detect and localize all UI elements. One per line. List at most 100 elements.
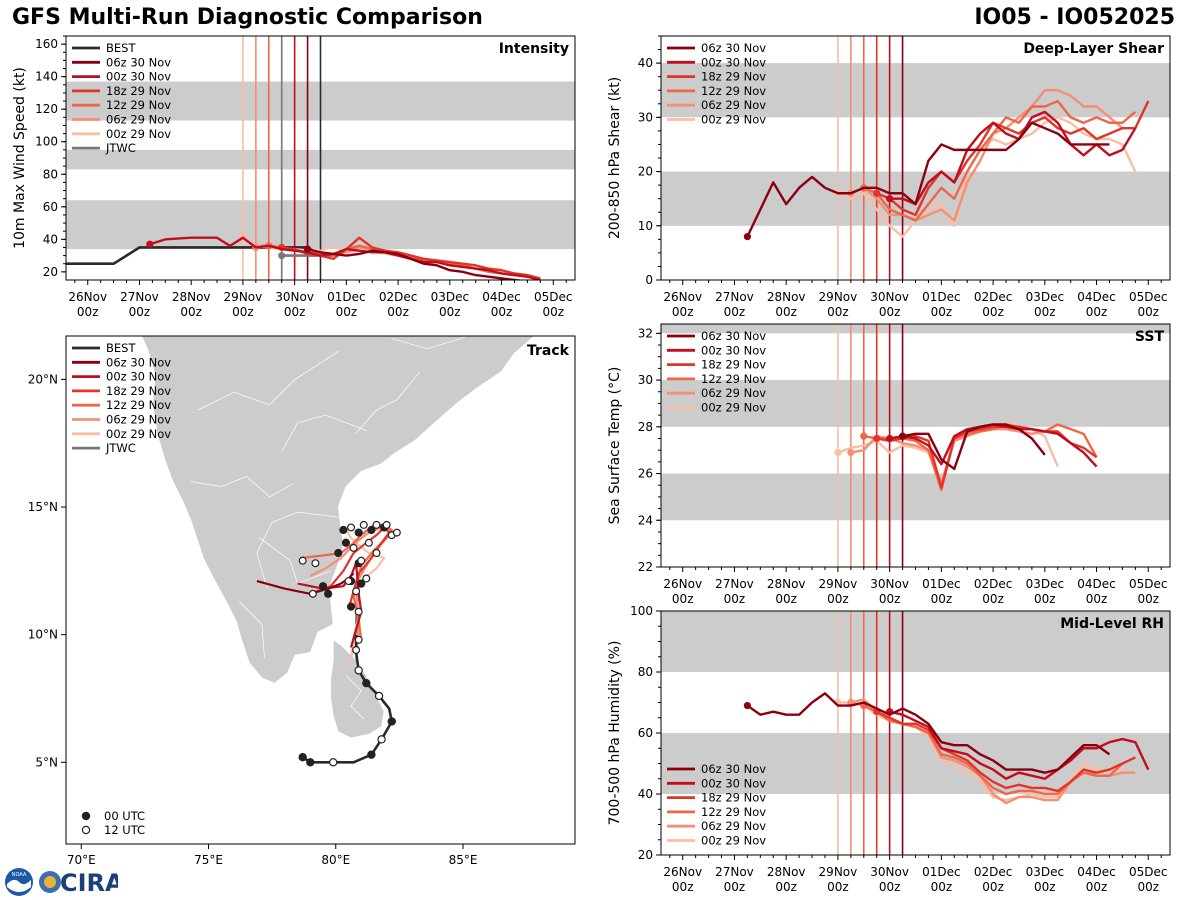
rh-panel-title: Mid-Level RH: [1060, 616, 1164, 632]
sst-x-tick-label: 00z: [1086, 592, 1108, 606]
storm-id-title: IO05 - IO052025: [974, 5, 1175, 30]
rh-x-tick-label: 27Nov: [715, 865, 754, 879]
intensity-plot-area: [66, 36, 575, 280]
track-y-tick-label: 5°N: [35, 755, 58, 769]
shear-x-tick-label: 00z: [672, 305, 694, 319]
shear-legend-label: 18z 29 Nov: [701, 70, 766, 84]
track-fix-00utc-point: [367, 525, 376, 535]
rh-x-tick-label: 00z: [1034, 880, 1056, 894]
sst-x-tick-label: 27Nov: [715, 577, 754, 591]
rh-legend-label: 06z 30 Nov: [701, 762, 766, 776]
intensity-legend-label: 00z 29 Nov: [106, 127, 171, 141]
track-fix-00utc-point: [339, 525, 348, 535]
rh-legend-label: 18z 29 Nov: [701, 791, 766, 805]
sst-shade-band: [661, 380, 1170, 427]
sst-y-tick-label: 32: [638, 326, 653, 340]
sst-run-start-point: [873, 434, 881, 443]
shear-y-tick-label: 10: [638, 219, 653, 233]
track-fix-12utc-point: [372, 520, 381, 529]
sst-run-line-06z-30-nov: [902, 423, 1046, 471]
intensity-x-tick-label: 00z: [232, 305, 254, 319]
sst-y-tick-label: 28: [638, 420, 653, 434]
track-fix-12utc-point: [374, 691, 384, 701]
shear-x-tick-label: 05Dec: [1129, 290, 1168, 304]
track-fix-12utc-point: [344, 577, 353, 586]
intensity-x-tick-label: 04Dec: [482, 290, 521, 304]
sst-run-start-point: [898, 432, 907, 440]
sst-x-tick-label: 03Dec: [1026, 577, 1065, 591]
sst-x-tick-label: 01Dec: [922, 577, 961, 591]
track-fix-12utc-point: [354, 635, 363, 644]
sst-x-tick-label: 00z: [775, 592, 797, 606]
sst-shade-band: [661, 473, 1170, 521]
track-marker-legend-label: 12 UTC: [104, 823, 145, 837]
intensity-legend-label: 12z 29 Nov: [106, 98, 171, 112]
intensity-run-start-point: [146, 240, 154, 248]
intensity-x-tick-label: 03Dec: [431, 290, 470, 304]
intensity-y-tick-label: 40: [43, 232, 58, 246]
track-panel: 70°E 75°E 80°E 85°E 5°N 10°N 15°N 20°N Track BEST…: [28, 335, 576, 867]
rh-x-tick-label: 00z: [931, 880, 953, 894]
track-fix-00utc-point: [306, 758, 315, 767]
sst-legend-label: 00z 30 Nov: [701, 343, 766, 357]
sst-run-start-point: [860, 432, 868, 440]
shear-legend-label: 06z 30 Nov: [701, 41, 766, 55]
shear-run-start-point: [886, 195, 894, 203]
intensity-run-line-18z-29-nov: [281, 236, 541, 280]
rh-y-tick-label: 100: [630, 604, 653, 618]
rh-y-axis-label: 700-500 hPa Humidity (%): [607, 641, 623, 826]
shear-x-tick-label: 00z: [879, 305, 901, 319]
intensity-y-axis-label: 10m Max Wind Speed (kt): [12, 67, 28, 249]
track-legend-label: 06z 30 Nov: [106, 355, 171, 369]
figure-title: GFS Multi-Run Diagnostic Comparison: [12, 5, 483, 30]
intensity-y-tick-label: 20: [43, 265, 58, 279]
track-legend-label: 12z 29 Nov: [106, 398, 171, 412]
sst-panel: 26Nov00z27Nov00z28Nov00z29Nov00z30Nov00z…: [607, 323, 1171, 606]
rh-shade-band: [661, 611, 1170, 672]
intensity-legend-label: BEST: [106, 41, 136, 55]
rh-x-tick-label: 00z: [827, 880, 849, 894]
rh-legend-label: 06z 29 Nov: [701, 819, 766, 833]
sst-x-tick-label: 26Nov: [663, 577, 702, 591]
track-fix-12utc-point: [377, 735, 386, 744]
sst-plot-area: [661, 324, 1170, 567]
shear-y-tick-label: 40: [638, 56, 653, 70]
track-plot-area: [141, 336, 538, 767]
intensity-x-tick-label: 02Dec: [379, 290, 418, 304]
intensity-x-tick-label: 00z: [129, 305, 151, 319]
shear-x-tick-label: 00z: [982, 305, 1004, 319]
intensity-x-tick-label: 30Nov: [275, 290, 314, 304]
sst-x-tick-label: 28Nov: [767, 577, 806, 591]
track-y-tick-label: 15°N: [28, 500, 58, 514]
sst-legend-label: 00z 29 Nov: [701, 401, 766, 415]
track-x-tick-label: 70°E: [67, 853, 96, 867]
rh-x-tick-label: 00z: [982, 880, 1004, 894]
track-y-tick-label: 10°N: [28, 628, 58, 642]
intensity-x-tick-label: 00z: [542, 305, 564, 319]
rh-x-tick-label: 02Dec: [974, 865, 1013, 879]
shear-x-tick-label: 27Nov: [715, 290, 754, 304]
track-fix-12utc-point: [359, 520, 368, 529]
track-fix-00utc-point: [357, 579, 366, 588]
shear-plot-area: [661, 36, 1170, 280]
track-x-tick-label: 75°E: [194, 853, 223, 867]
track-fix-00utc-point: [324, 589, 333, 598]
sst-y-tick-label: 22: [638, 560, 653, 574]
rh-x-tick-label: 00z: [879, 880, 901, 894]
intensity-x-tick-label: 00z: [284, 305, 306, 319]
intensity-y-tick-label: 160: [35, 37, 58, 51]
intensity-x-tick-label: 01Dec: [327, 290, 366, 304]
track-fix-12utc-point: [311, 559, 320, 568]
shear-x-tick-label: 03Dec: [1026, 290, 1065, 304]
intensity-x-tick-label: 28Nov: [172, 290, 211, 304]
track-fix-12utc-point: [349, 543, 358, 552]
rh-x-tick-label: 04Dec: [1077, 865, 1116, 879]
intensity-y-tick-label: 120: [35, 102, 58, 116]
track-fix-00utc-point: [387, 717, 396, 726]
intensity-x-tick-label: 00z: [491, 305, 513, 319]
sst-legend-label: 06z 30 Nov: [701, 329, 766, 343]
shear-legend-label: 12z 29 Nov: [701, 84, 766, 98]
track-legend-label: 00z 29 Nov: [106, 427, 171, 441]
intensity-x-tick-label: 00z: [77, 305, 99, 319]
track-fix-12utc-point: [308, 589, 317, 598]
